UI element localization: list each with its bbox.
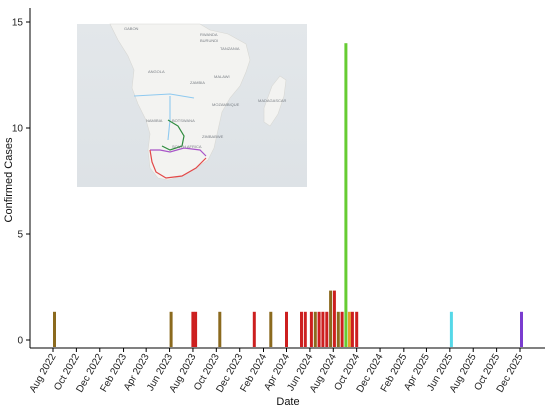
bar-2024-02-20 bbox=[269, 311, 273, 347]
bar-2023-08-08 bbox=[194, 311, 198, 347]
bar-2024-08-24 bbox=[340, 311, 344, 347]
y-axis-title: Confirmed Cases bbox=[3, 137, 15, 222]
bar-2024-06-05 bbox=[309, 311, 313, 347]
map-label-rwanda: RWANDA bbox=[200, 32, 218, 37]
map-label-botswana: BOTSWANA bbox=[172, 118, 195, 123]
bar-2024-06-25 bbox=[317, 311, 321, 347]
bar-2025-12-05 bbox=[520, 311, 523, 347]
bars-layer bbox=[53, 43, 523, 347]
bar-2023-08-01 bbox=[191, 311, 195, 347]
bar-2024-05-20 bbox=[303, 311, 307, 347]
y-tick-label-10: 10 bbox=[12, 124, 24, 135]
bar-2024-06-15 bbox=[313, 311, 317, 347]
map-label-mozambique: MOZAMBIQUE bbox=[212, 102, 240, 107]
x-axis-title: Date bbox=[276, 396, 299, 408]
map-label-tanzania: TANZANIA bbox=[220, 46, 240, 51]
map-label-zambia: ZAMBIA bbox=[190, 80, 205, 85]
bar-2024-05-10 bbox=[300, 311, 303, 347]
bar-2024-07-25 bbox=[329, 290, 333, 347]
bar-2024-09-03 bbox=[344, 43, 348, 347]
map-label-madagascar: MADAGASCAR bbox=[258, 98, 287, 103]
bar-2024-07-05 bbox=[321, 311, 325, 347]
axes bbox=[29, 8, 545, 349]
y-tick-label-0: 0 bbox=[17, 336, 23, 347]
map-label-zimbabwe: ZIMBABWE bbox=[202, 134, 224, 139]
bar-2024-09-12 bbox=[347, 311, 351, 347]
madagascar bbox=[263, 75, 287, 127]
map-border-botswana bbox=[161, 119, 185, 151]
bar-2023-10-10 bbox=[218, 311, 222, 347]
map-label-south-africa: SOUTH AFRICA bbox=[172, 144, 202, 149]
bar-2024-10-01 bbox=[355, 311, 359, 347]
bar-2025-06-05 bbox=[449, 311, 453, 347]
map-label-burundi: BURUNDI bbox=[200, 38, 218, 43]
bar-2023-06-05 bbox=[169, 311, 173, 347]
map-border-angola bbox=[133, 93, 195, 99]
map-label-angola: ANGOLA bbox=[148, 69, 165, 74]
inset-map: GABON RWANDA BURUNDI TANZANIA ANGOLA MAL… bbox=[77, 23, 307, 187]
bar-2024-04-01 bbox=[285, 311, 288, 347]
map-border-sa-coast bbox=[149, 149, 207, 179]
map-labels: GABON RWANDA BURUNDI TANZANIA ANGOLA MAL… bbox=[124, 26, 287, 149]
bar-2024-07-15 bbox=[325, 311, 329, 347]
bar-2024-01-08 bbox=[252, 311, 256, 347]
bar-2024-08-14 bbox=[336, 311, 340, 347]
map-label-namibia: NAMIBIA bbox=[146, 118, 163, 123]
map-label-malawi: MALAWI bbox=[214, 74, 230, 79]
map-label-gabon: GABON bbox=[124, 26, 139, 31]
map-border-namibia bbox=[167, 96, 171, 141]
bar-2022-08-05 bbox=[53, 311, 56, 347]
y-ticks: 0 5 10 15 bbox=[12, 18, 30, 347]
map-border-south-africa bbox=[150, 147, 207, 157]
y-tick-label-5: 5 bbox=[17, 230, 23, 241]
bar-2024-08-04 bbox=[332, 290, 336, 347]
y-tick-label-15: 15 bbox=[12, 18, 24, 29]
bar-2024-09-20 bbox=[350, 311, 354, 347]
